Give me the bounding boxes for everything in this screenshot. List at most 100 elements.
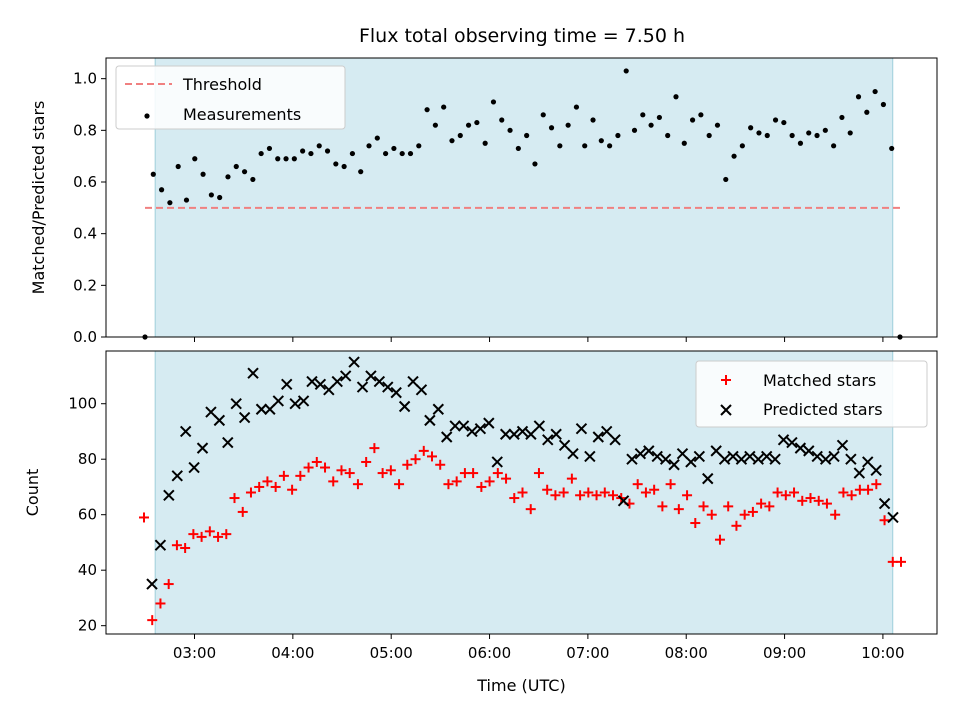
top-y-tick-label: 1.0 (73, 70, 97, 88)
cross-b (331, 375, 343, 388)
predicted-star-point (769, 453, 781, 465)
matched-star-point (756, 498, 767, 509)
cross-b (457, 420, 470, 432)
matched-star-point (558, 487, 569, 498)
predicted-star-point (617, 495, 630, 507)
predicted-star-point (213, 414, 226, 427)
measurement-point (482, 140, 488, 146)
cross-b (474, 422, 487, 435)
predicted-star-point (457, 420, 470, 432)
cross-b (222, 436, 234, 449)
measurement-point (465, 122, 472, 128)
cross-b (449, 420, 461, 432)
measurement-point (573, 104, 580, 110)
predicted-star-points (146, 356, 899, 590)
cross-b (744, 450, 756, 463)
predicted-star-point (499, 428, 512, 440)
cross-b (777, 434, 790, 446)
matched-star-point (739, 509, 750, 520)
cross-b (626, 453, 638, 465)
predicted-star-point (828, 450, 840, 463)
measurement-point (797, 140, 804, 146)
matched-star-point (575, 490, 586, 501)
cross-b (382, 381, 394, 393)
measurement-point (341, 163, 347, 170)
measurement-point (349, 150, 356, 157)
predicted-star-point (466, 425, 478, 438)
predicted-star-point (710, 445, 722, 457)
matched-star-point (213, 531, 224, 542)
predicted-star-point (887, 511, 899, 524)
predicted-star-point (533, 420, 546, 432)
cross-b (752, 453, 764, 465)
measurement-point (756, 130, 762, 136)
predicted-star-point (483, 417, 495, 429)
matched-star-point (180, 542, 191, 553)
matched-star-point (344, 468, 355, 479)
bottom-axes-frame (105, 350, 938, 635)
cross-b (685, 456, 697, 468)
legend-threshold-label: Threshold (182, 75, 262, 94)
predicted-star-point (702, 472, 714, 485)
matched-star-point (682, 490, 693, 501)
measurement-point (175, 163, 181, 170)
measurement-point (665, 132, 671, 139)
bottom-y-ticks: 20 40 60 80 100 (68, 395, 106, 635)
measurement-point (806, 130, 812, 136)
predicted-star-point (777, 434, 790, 446)
predicted-star-point (474, 422, 487, 435)
predicted-star-point (693, 450, 706, 463)
predicted-star-point (179, 425, 192, 438)
matched-star-point (418, 445, 429, 456)
matched-star-point (163, 579, 174, 590)
measurement-point (822, 127, 828, 133)
cross-b (247, 367, 259, 379)
cross-b (727, 450, 739, 463)
legend-matched-label: Matched stars (763, 371, 876, 390)
matched-star-point (361, 456, 372, 467)
matched-star-point (426, 451, 437, 462)
top-y-tick-label: 0.0 (73, 328, 97, 346)
matched-star-point (328, 476, 339, 487)
predicted-star-point (752, 453, 764, 465)
predicted-star-point (146, 578, 158, 590)
predicted-star-point (205, 406, 217, 418)
measurement-point (714, 122, 721, 128)
predicted-star-point (819, 453, 832, 465)
cross-b (188, 461, 200, 474)
measurement-point (839, 114, 845, 121)
matched-star-point (846, 490, 857, 501)
cross-b (878, 497, 891, 510)
matched-star-point (698, 501, 709, 512)
cross-b (558, 439, 571, 452)
measurement-points (142, 68, 903, 340)
cross-b (609, 434, 621, 446)
predicted-star-point (247, 367, 259, 379)
predicted-star-point (634, 447, 647, 460)
predicted-star-point (744, 450, 756, 463)
matched-star-point (747, 506, 758, 517)
measurement-point (548, 125, 555, 131)
predicted-star-point (238, 411, 251, 424)
predicted-star-point (441, 431, 453, 443)
predicted-star-point (794, 442, 807, 454)
measurement-point (250, 176, 256, 183)
measurement-point (814, 132, 820, 139)
cross-b (853, 467, 866, 479)
matched-star-point (270, 481, 281, 492)
cross-b (348, 356, 360, 368)
matched-star-point (468, 468, 479, 479)
matched-star-point (237, 506, 248, 517)
cross-b (213, 414, 226, 427)
measurement-point (673, 94, 679, 100)
measurement-point (607, 143, 613, 149)
top-y-axis-label: Matched/Predicted stars (29, 101, 48, 295)
measurement-point (557, 143, 563, 149)
predicted-star-point (600, 425, 613, 438)
cross-b (786, 436, 798, 449)
bottom-x-ticks: 03:00 04:00 05:00 06:00 07:00 08:00 09:00 10:00 (173, 634, 905, 662)
cross-b (836, 439, 849, 452)
measurement-point (192, 156, 198, 162)
measurement-point (258, 150, 264, 157)
